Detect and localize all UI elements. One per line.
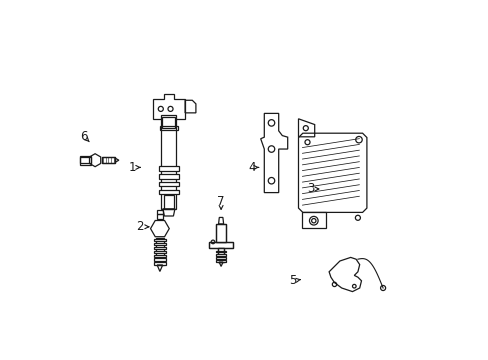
Bar	[156, 238, 163, 265]
Text: 4: 4	[247, 161, 255, 174]
Bar	[163, 195, 174, 209]
Bar	[156, 214, 163, 219]
Bar	[154, 262, 165, 265]
Bar	[209, 242, 232, 248]
Bar	[159, 190, 179, 194]
Bar	[209, 242, 232, 248]
Polygon shape	[298, 133, 366, 212]
Bar	[159, 166, 179, 171]
Bar	[159, 182, 179, 186]
Bar	[102, 157, 115, 163]
Bar	[216, 254, 225, 256]
Bar	[162, 117, 175, 128]
Bar	[154, 251, 165, 253]
Polygon shape	[328, 257, 361, 292]
Bar	[216, 224, 225, 242]
Polygon shape	[260, 113, 287, 193]
Bar	[159, 174, 179, 179]
Text: 7: 7	[217, 195, 224, 208]
Bar	[154, 239, 165, 241]
Bar	[216, 257, 225, 259]
Bar	[161, 115, 176, 209]
Bar	[80, 156, 91, 165]
Bar	[102, 157, 115, 163]
Bar	[157, 210, 163, 214]
Bar	[216, 251, 225, 252]
Bar	[160, 126, 178, 130]
Bar	[80, 157, 91, 163]
Bar	[154, 247, 165, 249]
Bar	[218, 248, 224, 262]
Text: 1: 1	[129, 161, 136, 174]
Bar	[216, 260, 225, 262]
Bar	[154, 258, 165, 261]
Text: 6: 6	[81, 130, 88, 143]
Bar	[216, 224, 225, 242]
Bar	[154, 243, 165, 245]
Text: 3: 3	[307, 183, 314, 195]
Bar	[218, 248, 224, 262]
Text: 5: 5	[289, 274, 296, 287]
Bar	[154, 255, 165, 257]
Text: 2: 2	[136, 220, 143, 233]
